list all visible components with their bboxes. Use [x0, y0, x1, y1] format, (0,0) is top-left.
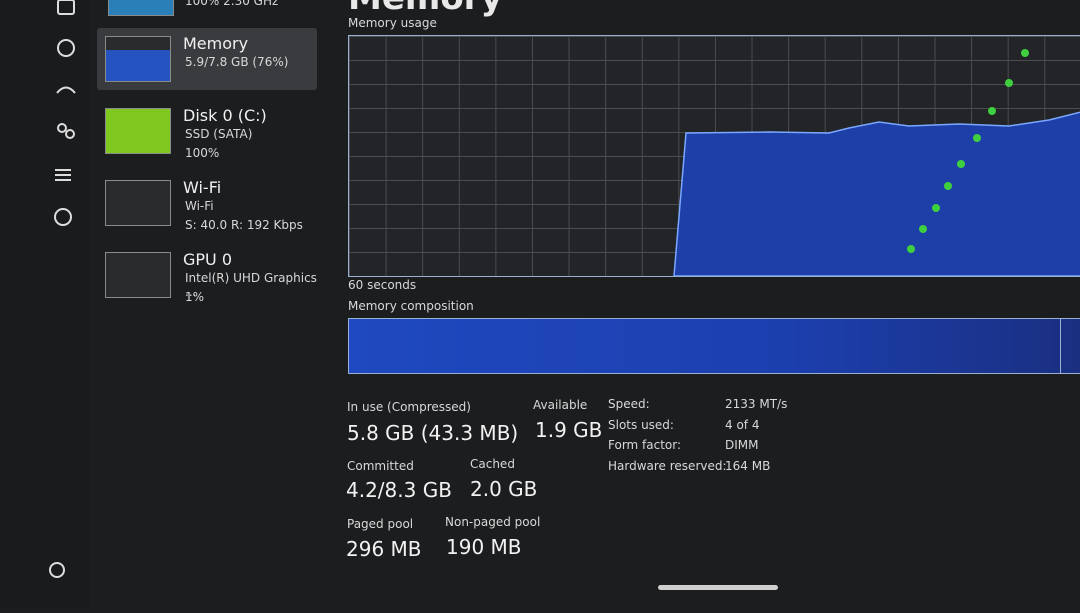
usage-graph — [348, 35, 1080, 277]
detail-value: 4 of 4 — [725, 417, 760, 432]
item-name: Memory — [183, 34, 249, 53]
detail-value: 2133 MT/s — [725, 397, 788, 411]
sidebar-item[interactable]: GPU 0 Intel(R) UHD Graphics ... 1% — [97, 244, 317, 306]
item-name: Disk 0 (C:) — [183, 106, 267, 125]
stat-label: Cached — [470, 457, 515, 471]
item-line: Intel(R) UHD Graphics ... — [185, 271, 317, 299]
icon-bar — [0, 0, 90, 609]
item-thumb — [105, 108, 171, 154]
divider — [1060, 319, 1061, 373]
sidebar-item[interactable]: Memory 5.9/7.8 GB (76%) — [97, 28, 317, 90]
stat-value: 2.0 GB — [470, 477, 538, 501]
detail-value: DIMM — [725, 438, 759, 452]
item-thumb — [105, 36, 171, 82]
stat-value: 296 MB — [346, 537, 422, 561]
stat-value: 4.2/8.3 GB — [346, 478, 452, 502]
stat-label: Available — [533, 398, 588, 412]
stat-value: 190 MB — [446, 535, 522, 559]
nav-handle — [658, 585, 778, 590]
item-name: Wi-Fi — [183, 178, 222, 197]
item-line: 5.9/7.8 GB (76%) — [185, 55, 289, 69]
stat-label: Committed — [347, 459, 414, 473]
stat-label: Non-paged pool — [445, 515, 541, 529]
item-line: Wi-Fi — [185, 199, 214, 213]
item-name: GPU 0 — [183, 250, 233, 269]
graph-label: Memory usage — [348, 16, 437, 30]
item-thumb — [105, 252, 171, 298]
stat-value: 1.9 GB — [535, 418, 603, 442]
stat-label: Paged pool — [347, 517, 414, 531]
item-line: 1% — [185, 290, 205, 304]
item-line: SSD (SATA) — [185, 127, 253, 141]
cpu-thumb — [108, 0, 174, 16]
icons — [49, 0, 76, 578]
cpu-partial: 100% 2.30 GHz — [185, 0, 279, 8]
detail-label: Speed: — [608, 397, 650, 411]
item-thumb — [105, 180, 171, 226]
detail-value: 164 MB — [725, 458, 771, 473]
sidebar-item[interactable]: Wi-Fi Wi-Fi S: 40.0 R: 192 Kbps — [97, 172, 317, 234]
time-label: 60 seconds — [348, 278, 417, 292]
composition-bar — [348, 318, 1080, 374]
item-line: S: 40.0 R: 192 Kbps — [185, 218, 303, 232]
title: Memory — [348, 0, 503, 18]
detail-label: Slots used: — [608, 417, 674, 432]
sidebar-item[interactable]: Disk 0 (C:) SSD (SATA) 100% — [97, 100, 317, 162]
stat-value: 5.8 GB (43.3 MB) — [347, 421, 519, 445]
item-line: 100% — [185, 146, 220, 160]
usage-area — [673, 49, 1080, 276]
stat-label: In use (Compressed) — [347, 400, 471, 414]
detail-label: Hardware reserved: — [608, 458, 727, 473]
detail-label: Form factor: — [608, 438, 682, 452]
composition-label: Memory composition — [348, 299, 474, 313]
